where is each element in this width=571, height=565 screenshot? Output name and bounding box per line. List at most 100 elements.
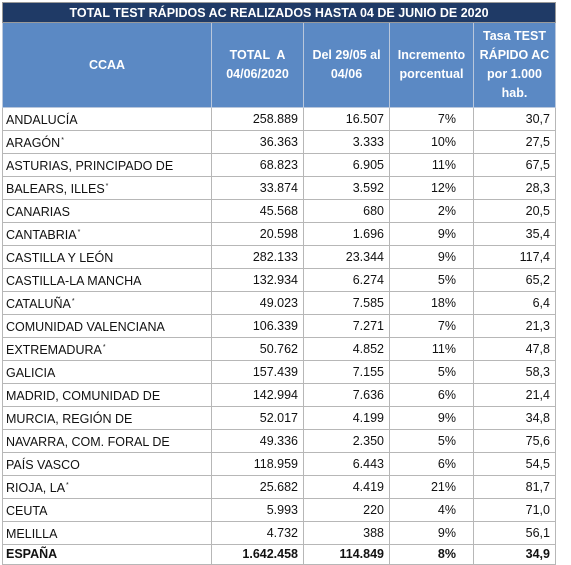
total-cell: 282.133 bbox=[211, 245, 304, 269]
region-footnote-mark: * bbox=[71, 298, 75, 305]
total-rate-cell: 34,9 bbox=[473, 543, 556, 565]
region-name: ANDALUCÍA bbox=[6, 113, 78, 127]
total-cell: 33.874 bbox=[211, 176, 304, 200]
increment-cell: 9% bbox=[389, 521, 474, 545]
increment-cell: 9% bbox=[389, 406, 474, 430]
increment-cell: 10% bbox=[389, 130, 474, 154]
rapid-tests-table-container: TOTAL TEST RÁPIDOS AC REALIZADOS HASTA 0… bbox=[2, 2, 556, 565]
rate-cell: 54,5 bbox=[473, 452, 556, 476]
table-row: CANARIAS 45.568 680 2% 20,5 bbox=[2, 199, 556, 223]
header-rate: Tasa TEST RÁPIDO AC por 1.000 hab. bbox=[473, 22, 556, 108]
rate-cell: 117,4 bbox=[473, 245, 556, 269]
header-increment-line1: Incremento bbox=[397, 48, 466, 62]
region-cell: CASTILLA Y LEÓN bbox=[2, 245, 212, 269]
week-cell: 1.696 bbox=[303, 222, 390, 246]
region-cell: CANARIAS bbox=[2, 199, 212, 223]
table-body: ANDALUCÍA 258.889 16.507 7% 30,7 ARAGÓN*… bbox=[2, 107, 556, 545]
increment-cell: 9% bbox=[389, 245, 474, 269]
week-cell: 4.199 bbox=[303, 406, 390, 430]
rate-cell: 20,5 bbox=[473, 199, 556, 223]
increment-cell: 6% bbox=[389, 383, 474, 407]
total-cell: 5.993 bbox=[211, 498, 304, 522]
total-cell: 49.336 bbox=[211, 429, 304, 453]
increment-cell: 5% bbox=[389, 360, 474, 384]
table-title: TOTAL TEST RÁPIDOS AC REALIZADOS HASTA 0… bbox=[2, 2, 556, 23]
rate-cell: 47,8 bbox=[473, 337, 556, 361]
total-week-cell: 114.849 bbox=[303, 543, 390, 565]
table-row: BALEARS, ILLES* 33.874 3.592 12% 28,3 bbox=[2, 176, 556, 200]
region-footnote-mark: * bbox=[66, 482, 69, 489]
table-row: ANDALUCÍA 258.889 16.507 7% 30,7 bbox=[2, 107, 556, 131]
week-cell: 7.585 bbox=[303, 291, 390, 315]
total-cell: 20.598 bbox=[211, 222, 304, 246]
total-cell: 25.682 bbox=[211, 475, 304, 499]
week-cell: 6.443 bbox=[303, 452, 390, 476]
increment-cell: 2% bbox=[389, 199, 474, 223]
total-cell: 36.363 bbox=[211, 130, 304, 154]
week-cell: 388 bbox=[303, 521, 390, 545]
region-cell: CATALUÑA* bbox=[2, 291, 212, 315]
header-week: Del 29/05 al 04/06 bbox=[303, 22, 390, 108]
increment-cell: 6% bbox=[389, 452, 474, 476]
header-total-line2: 04/06/2020 bbox=[226, 67, 289, 81]
region-name: CASTILLA-LA MANCHA bbox=[6, 274, 142, 288]
week-cell: 7.636 bbox=[303, 383, 390, 407]
header-rate-line3: por 1.000 bbox=[487, 67, 542, 81]
week-cell: 23.344 bbox=[303, 245, 390, 269]
rate-cell: 6,4 bbox=[473, 291, 556, 315]
rate-cell: 35,4 bbox=[473, 222, 556, 246]
increment-cell: 18% bbox=[389, 291, 474, 315]
region-name: EXTREMADURA bbox=[6, 343, 102, 357]
total-region-cell: ESPAÑA bbox=[2, 543, 212, 565]
rapid-tests-table: TOTAL TEST RÁPIDOS AC REALIZADOS HASTA 0… bbox=[2, 2, 556, 565]
region-name: CANARIAS bbox=[6, 205, 70, 219]
region-name: ASTURIAS, PRINCIPADO DE bbox=[6, 159, 174, 173]
table-row: COMUNIDAD VALENCIANA 106.339 7.271 7% 21… bbox=[2, 314, 556, 338]
table-row: CEUTA 5.993 220 4% 71,0 bbox=[2, 498, 556, 522]
region-name: CATALUÑA bbox=[6, 297, 71, 311]
rate-cell: 21,3 bbox=[473, 314, 556, 338]
header-total: TOTAL A 04/06/2020 bbox=[211, 22, 304, 108]
region-footnote-mark: * bbox=[102, 344, 106, 351]
header-ccaa: CCAA bbox=[2, 22, 212, 108]
week-cell: 4.852 bbox=[303, 337, 390, 361]
rate-cell: 34,8 bbox=[473, 406, 556, 430]
region-cell: MELILLA bbox=[2, 521, 212, 545]
week-cell: 4.419 bbox=[303, 475, 390, 499]
region-footnote-mark: * bbox=[105, 183, 109, 190]
region-name: NAVARRA, COM. FORAL DE bbox=[6, 435, 170, 449]
table-row: MELILLA 4.732 388 9% 56,1 bbox=[2, 521, 556, 545]
table-row: RIOJA, LA* 25.682 4.419 21% 81,7 bbox=[2, 475, 556, 499]
table-row: GALICIA 157.439 7.155 5% 58,3 bbox=[2, 360, 556, 384]
region-name: ARAGÓN bbox=[6, 136, 61, 150]
week-cell: 6.905 bbox=[303, 153, 390, 177]
week-cell: 220 bbox=[303, 498, 390, 522]
increment-cell: 12% bbox=[389, 176, 474, 200]
rate-cell: 56,1 bbox=[473, 521, 556, 545]
rate-cell: 71,0 bbox=[473, 498, 556, 522]
total-cell: 45.568 bbox=[211, 199, 304, 223]
header-increment-line2: porcentual bbox=[399, 67, 464, 81]
total-cell: 132.934 bbox=[211, 268, 304, 292]
rate-cell: 65,2 bbox=[473, 268, 556, 292]
week-cell: 7.271 bbox=[303, 314, 390, 338]
region-name: BALEARS, ILLES bbox=[6, 182, 105, 196]
total-cell: 157.439 bbox=[211, 360, 304, 384]
table-row: ARAGÓN* 36.363 3.333 10% 27,5 bbox=[2, 130, 556, 154]
total-cell: 52.017 bbox=[211, 406, 304, 430]
total-cell: 258.889 bbox=[211, 107, 304, 131]
week-cell: 6.274 bbox=[303, 268, 390, 292]
increment-cell: 4% bbox=[389, 498, 474, 522]
region-name: MADRID, COMUNIDAD DE bbox=[6, 389, 161, 403]
table-row: EXTREMADURA* 50.762 4.852 11% 47,8 bbox=[2, 337, 556, 361]
region-footnote-mark: * bbox=[77, 229, 81, 236]
rate-cell: 75,6 bbox=[473, 429, 556, 453]
region-name: PAÍS VASCO bbox=[6, 458, 80, 472]
rate-cell: 58,3 bbox=[473, 360, 556, 384]
increment-cell: 11% bbox=[389, 153, 474, 177]
increment-cell: 7% bbox=[389, 107, 474, 131]
region-cell: CEUTA bbox=[2, 498, 212, 522]
table-row: CASTILLA-LA MANCHA 132.934 6.274 5% 65,2 bbox=[2, 268, 556, 292]
rate-cell: 27,5 bbox=[473, 130, 556, 154]
week-cell: 3.592 bbox=[303, 176, 390, 200]
